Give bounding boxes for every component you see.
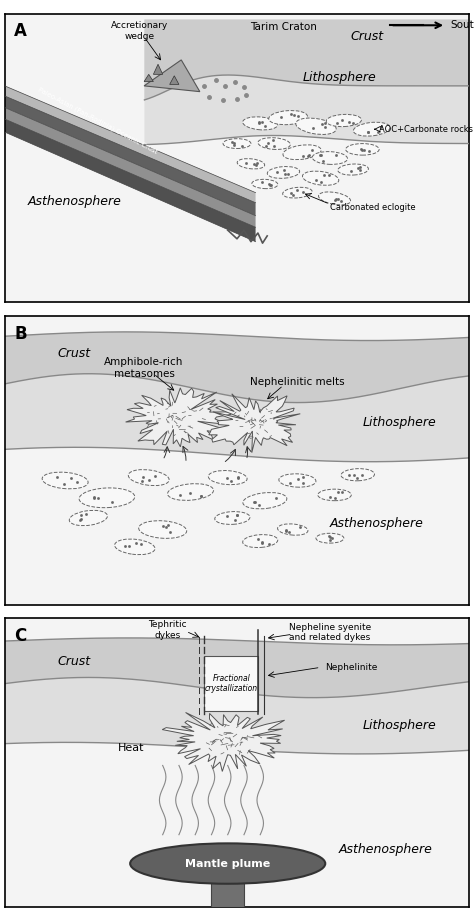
Text: Amphibole-rich
metasomes: Amphibole-rich metasomes [104,357,184,378]
Ellipse shape [243,493,287,508]
Text: South: South [451,20,474,30]
Ellipse shape [42,472,88,489]
Ellipse shape [283,145,321,159]
Ellipse shape [223,138,251,148]
Polygon shape [162,713,284,771]
Text: Paleo-Asian (Pan-Rodinia) Oceanic Crust: Paleo-Asian (Pan-Rodinia) Oceanic Crust [37,86,158,155]
Text: Tarim Craton: Tarim Craton [250,22,317,32]
Ellipse shape [139,520,187,539]
Text: A: A [14,22,27,40]
Ellipse shape [209,471,247,485]
Text: Asthenosphere: Asthenosphere [27,195,121,208]
Text: Heat: Heat [118,743,144,753]
Ellipse shape [283,187,312,198]
Text: Carbonated eclogite: Carbonated eclogite [330,202,416,212]
Text: AOC+Carbonate rocks: AOC+Carbonate rocks [379,125,473,134]
Ellipse shape [296,118,336,135]
Text: Lithosphere: Lithosphere [363,416,437,430]
Ellipse shape [278,524,308,535]
Ellipse shape [341,469,374,481]
Ellipse shape [302,171,339,185]
Ellipse shape [312,152,347,164]
FancyBboxPatch shape [204,656,258,711]
Ellipse shape [316,533,344,543]
Text: Lithosphere: Lithosphere [302,71,376,83]
Ellipse shape [69,510,108,526]
Polygon shape [144,74,154,82]
Bar [211,872,244,907]
Text: Crust: Crust [58,655,91,668]
Polygon shape [209,394,301,453]
Text: Tephritic
dykes: Tephritic dykes [148,620,187,639]
Polygon shape [144,60,200,92]
Text: C: C [14,627,26,645]
Text: Accretionary
wedge: Accretionary wedge [111,21,168,40]
Ellipse shape [258,137,290,149]
Ellipse shape [279,474,316,487]
Text: Lithosphere: Lithosphere [363,718,437,732]
Polygon shape [5,96,255,216]
Ellipse shape [79,488,135,507]
Ellipse shape [115,539,155,555]
Ellipse shape [128,470,169,485]
Text: Fractional
crystallization: Fractional crystallization [205,673,258,692]
Ellipse shape [237,158,264,169]
Text: Nephelinite: Nephelinite [325,663,378,671]
Polygon shape [154,64,163,74]
Text: Crust: Crust [58,347,91,360]
Text: Mantle plume: Mantle plume [185,858,270,868]
Polygon shape [5,86,255,202]
Polygon shape [5,119,255,242]
Ellipse shape [267,167,300,179]
Text: Asthenosphere: Asthenosphere [329,518,423,530]
Polygon shape [126,387,231,447]
Ellipse shape [252,180,278,189]
Text: Nepheline syenite
and related dykes: Nepheline syenite and related dykes [289,623,371,642]
Text: Nephelinitic melts: Nephelinitic melts [250,377,345,387]
Ellipse shape [168,484,213,500]
Ellipse shape [354,122,390,136]
Ellipse shape [130,844,325,884]
Ellipse shape [326,114,362,126]
Ellipse shape [346,144,379,155]
Ellipse shape [243,535,278,548]
Ellipse shape [338,164,368,175]
Polygon shape [5,107,255,227]
Ellipse shape [215,511,250,525]
Ellipse shape [319,192,351,205]
Polygon shape [170,76,179,84]
Ellipse shape [243,117,278,130]
Ellipse shape [318,489,351,501]
Text: Crust: Crust [350,30,383,43]
Text: Asthenosphere: Asthenosphere [339,843,433,856]
Text: B: B [14,324,27,343]
Ellipse shape [269,111,308,125]
